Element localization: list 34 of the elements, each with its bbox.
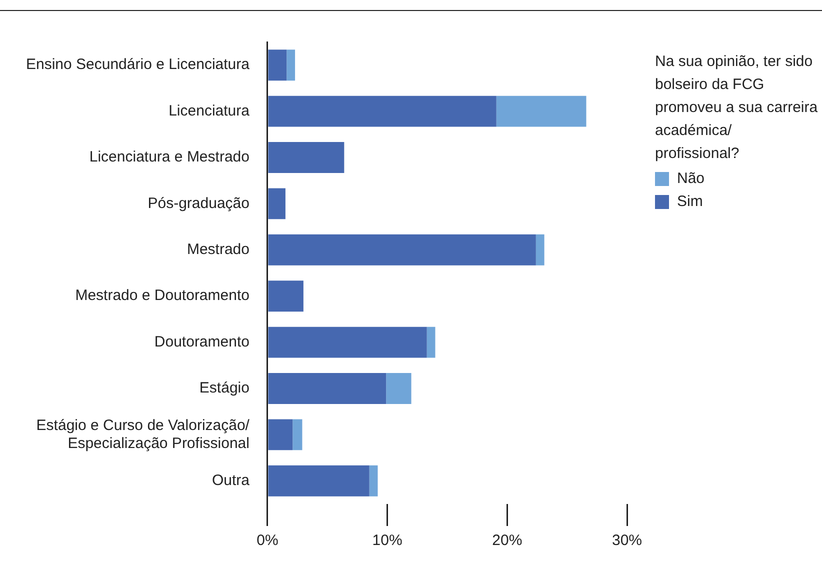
y-tick-label: Licenciatura — [168, 102, 250, 120]
bar — [536, 234, 544, 266]
y-tick-label: Pós-graduação — [148, 194, 250, 212]
x-tick-label: 0% — [256, 532, 278, 550]
bar — [369, 465, 378, 496]
y-tick-label: Doutoramento — [154, 333, 250, 350]
x-tick-label: 10% — [372, 532, 402, 550]
bar — [426, 326, 436, 358]
bar — [268, 50, 287, 81]
legend-label: Não — [677, 169, 705, 189]
bar — [268, 234, 536, 266]
y-tick-label: Outra — [212, 472, 250, 490]
bar — [268, 280, 304, 312]
y-tick-label: Estágio e Curso de Valorização/ Especialização Profissional — [36, 416, 250, 452]
bar — [386, 373, 412, 404]
bar — [268, 96, 496, 127]
bar — [286, 50, 296, 81]
y-tick-label: Mestrado e Doutoramento — [75, 287, 250, 304]
bar — [268, 326, 427, 358]
bar — [292, 419, 302, 450]
x-tick-label: 20% — [492, 532, 522, 550]
bar — [268, 419, 293, 450]
bar — [496, 96, 586, 127]
y-tick-label: Ensino Secundário e Licenciatura — [26, 56, 250, 74]
y-tick-label: Licenciatura e Mestrado — [89, 148, 250, 166]
y-tick-label: Estágio — [199, 380, 250, 397]
legend-label: Sim — [677, 192, 703, 212]
bar — [268, 373, 386, 404]
bar — [268, 142, 344, 173]
x-tick-label: 30% — [612, 532, 642, 550]
legend-title: Na sua opinião, ter sido bolseiro da FCG promoveu a sua carreira académica/ profissional? — [655, 52, 819, 164]
bar — [268, 465, 370, 496]
y-tick-label: Mestrado — [186, 241, 250, 258]
bar — [268, 188, 286, 220]
